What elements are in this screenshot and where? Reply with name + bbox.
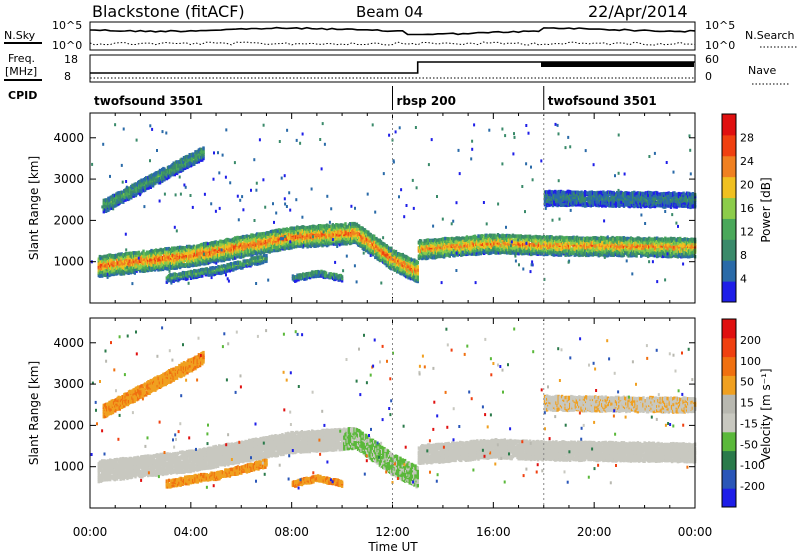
- cpid-segment-label: rbsp 200: [397, 94, 456, 108]
- freq-tick-8: 8: [64, 70, 71, 83]
- date-title: 22/Apr/2014: [588, 2, 688, 21]
- nave-tick-60: 60: [705, 53, 719, 66]
- heatmap-cell: [325, 272, 327, 276]
- heatmap-cell: [228, 257, 230, 261]
- nave-label: Nave: [748, 64, 776, 77]
- nave-tick-0: 0: [705, 70, 712, 83]
- noise-sky-line: [90, 28, 695, 35]
- noise-tick-top-right: 10^5: [705, 19, 735, 32]
- heatmap-cell: [553, 253, 555, 256]
- station-title: Blackstone (fitACF): [92, 2, 245, 21]
- freq-left-label-1: Freq.: [8, 52, 35, 65]
- heatmap-cell: [490, 251, 492, 255]
- cpid-segment-label: twofsound 3501: [548, 94, 657, 108]
- heatmap-cell: [432, 256, 434, 260]
- heatmap-cell: [477, 234, 479, 238]
- cpid-segment-label: twofsound 3501: [94, 94, 203, 108]
- noise-search-line: [90, 42, 695, 45]
- heatmap-cell: [417, 268, 419, 272]
- noise-right-label: N.Search: [745, 29, 795, 42]
- freq-panel: Freq. [MHz] 18 8 60 0 Nave: [4, 52, 790, 84]
- cpid-row: CPID twofsound 3501 rbsp 200 twofsound 350…: [8, 86, 657, 110]
- noise-panel: N.Sky 10^5 10^0 10^5 10^0 N.Search: [4, 19, 798, 52]
- noise-left-label: N.Sky: [4, 29, 36, 42]
- heatmap-cell: [341, 275, 343, 279]
- noise-tick-bottom-left: 10^0: [52, 39, 82, 52]
- heatmap-cell: [202, 146, 204, 150]
- nave-thick-segment: [541, 62, 694, 67]
- heatmap-cell: [461, 236, 463, 240]
- heatmap-cell: [417, 265, 419, 269]
- cpid-label: CPID: [8, 89, 37, 102]
- beam-title: Beam 04: [356, 3, 423, 21]
- heatmap-cell: [263, 254, 265, 258]
- heatmap-cell: [444, 237, 446, 241]
- heatmap-cell: [165, 247, 167, 251]
- freq-tick-18: 18: [64, 53, 78, 66]
- noise-tick-bottom-right: 10^0: [705, 39, 735, 52]
- noise-tick-top-left: 10^5: [52, 19, 82, 32]
- heatmap-cell: [265, 254, 267, 258]
- heatmap-cell: [344, 222, 346, 226]
- heatmap-cell: [417, 261, 419, 265]
- heatmap-cell: [417, 276, 419, 280]
- freq-left-label-2: [MHz]: [5, 65, 37, 78]
- heatmap-cell: [330, 272, 332, 276]
